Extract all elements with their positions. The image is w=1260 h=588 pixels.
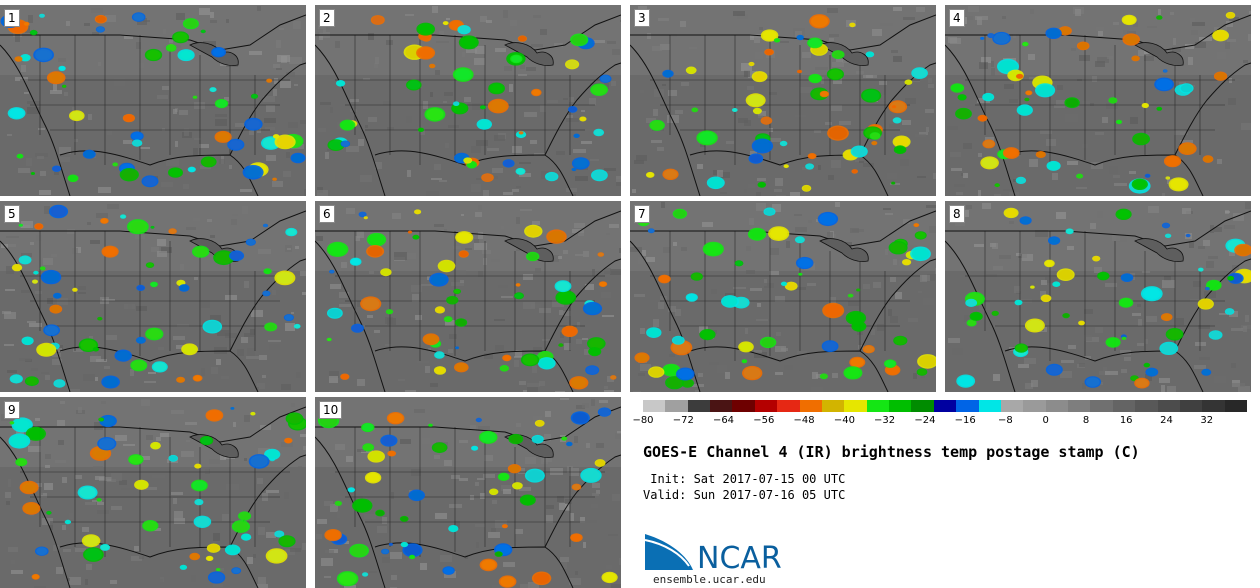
- ensemble-member-panel: 4: [945, 5, 1251, 196]
- panel-number: 7: [634, 205, 650, 223]
- colorbar-segment: [710, 400, 733, 412]
- panel-number: 3: [634, 9, 650, 27]
- colorbar: [643, 400, 1247, 412]
- satellite-ir-map: [315, 201, 621, 392]
- colorbar-segment: [777, 400, 800, 412]
- colorbar-segment: [1224, 400, 1247, 412]
- colorbar-tick-label: −80: [632, 415, 654, 426]
- colorbar-segment: [643, 400, 666, 412]
- ensemble-member-panel: 3: [630, 5, 936, 196]
- colorbar-segment: [1023, 400, 1046, 412]
- colorbar-tick-label: −8: [998, 415, 1013, 426]
- colorbar-segment: [1135, 400, 1158, 412]
- panel-number: 4: [949, 9, 965, 27]
- colorbar-segment: [1202, 400, 1225, 412]
- colorbar-segment: [1112, 400, 1136, 412]
- ensemble-member-panel: 7: [630, 201, 936, 392]
- panel-number: 5: [4, 205, 20, 223]
- ensemble-member-panel: 6: [315, 201, 621, 392]
- panel-number: 2: [319, 9, 335, 27]
- satellite-ir-map: [630, 201, 936, 392]
- colorbar-segment: [844, 400, 867, 412]
- colorbar-segment: [1157, 400, 1180, 412]
- map-title: GOES-E Channel 4 (IR) brightness temp po…: [643, 443, 1140, 461]
- colorbar-tick-label: −16: [954, 415, 976, 426]
- colorbar-segment: [1179, 400, 1203, 412]
- colorbar-tick-label: 0: [1042, 415, 1049, 426]
- colorbar-segment: [1068, 400, 1091, 412]
- colorbar-segment: [1045, 400, 1069, 412]
- satellite-ir-map: [315, 397, 621, 588]
- colorbar-tick-label: 16: [1119, 415, 1133, 426]
- colorbar-tick-label: −64: [712, 415, 735, 426]
- colorbar-tick-label: −24: [914, 415, 936, 426]
- satellite-ir-map: [945, 5, 1251, 196]
- panel-number: 9: [4, 401, 20, 419]
- colorbar-tick-label: −48: [793, 415, 815, 426]
- colorbar-tick-label: −32: [874, 415, 896, 426]
- init-time: Init: Sat 2017-07-15 00 UTC: [643, 472, 846, 486]
- panel-number: 1: [4, 9, 20, 27]
- colorbar-tick-label: −40: [833, 415, 855, 426]
- satellite-ir-map: [315, 5, 621, 196]
- colorbar-segment: [754, 400, 778, 412]
- colorbar-tick-label: −72: [672, 415, 694, 426]
- ensemble-member-panel: 2: [315, 5, 621, 196]
- panel-number: 10: [319, 401, 343, 419]
- colorbar-segment: [687, 400, 711, 412]
- logo-url: ensemble.ucar.edu: [653, 573, 766, 586]
- satellite-ir-map: [630, 5, 936, 196]
- satellite-ir-map: [0, 397, 306, 588]
- satellite-ir-map: [0, 201, 306, 392]
- satellite-ir-map: [0, 5, 306, 196]
- ensemble-member-panel: 1: [0, 5, 306, 196]
- colorbar-tick-label: −56: [753, 415, 775, 426]
- colorbar-segment: [978, 400, 1001, 412]
- colorbar-segment: [799, 400, 822, 412]
- colorbar-segment: [821, 400, 845, 412]
- ncar-logo: NCAR: [643, 532, 793, 578]
- ensemble-member-panel: 10: [315, 397, 621, 588]
- satellite-ir-map: [945, 201, 1251, 392]
- ensemble-member-panel: 9: [0, 397, 306, 588]
- colorbar-segment: [956, 400, 979, 412]
- ensemble-member-panel: 5: [0, 201, 306, 392]
- colorbar-tick-label: 32: [1200, 415, 1214, 426]
- colorbar-segment: [665, 400, 688, 412]
- panel-number: 6: [319, 205, 335, 223]
- ensemble-member-panel: 8: [945, 201, 1251, 392]
- colorbar-segment: [911, 400, 934, 412]
- colorbar-tick-label: 24: [1160, 415, 1173, 426]
- colorbar-segment: [1090, 400, 1113, 412]
- colorbar-segment: [1000, 400, 1024, 412]
- colorbar-segment: [933, 400, 957, 412]
- colorbar-segment: [732, 400, 755, 412]
- colorbar-segment: [866, 400, 890, 412]
- colorbar-segment: [889, 400, 912, 412]
- valid-time: Valid: Sun 2017-07-16 05 UTC: [643, 488, 846, 502]
- ncar-logo-text: NCAR: [697, 541, 782, 574]
- panel-number: 8: [949, 205, 965, 223]
- colorbar-tick-label: 8: [1082, 415, 1090, 426]
